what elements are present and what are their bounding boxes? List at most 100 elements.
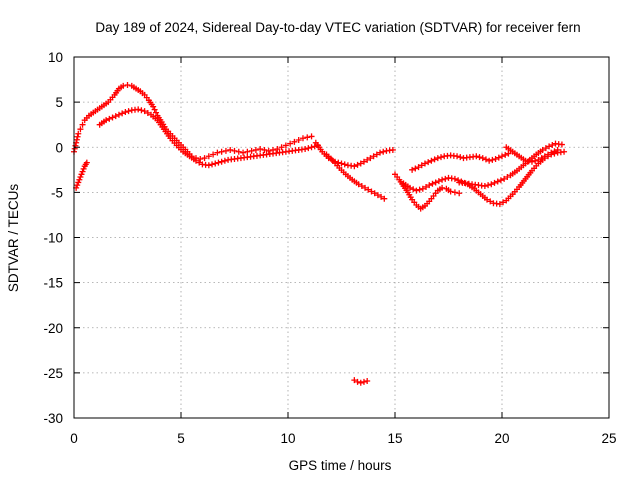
data-point — [497, 177, 504, 184]
data-point — [302, 146, 309, 153]
data-point — [357, 160, 364, 167]
data-point — [120, 82, 127, 89]
data-point — [418, 162, 425, 169]
data-point — [197, 155, 204, 162]
x-tick-label: 10 — [280, 431, 295, 446]
x-tick-label: 15 — [387, 431, 402, 446]
data-point — [488, 181, 495, 188]
data-point — [79, 121, 86, 128]
data-point — [374, 192, 381, 199]
data-point — [209, 161, 216, 168]
data-point — [308, 133, 315, 140]
data-point — [282, 142, 289, 149]
x-tick-label: 0 — [70, 431, 78, 446]
data-point — [535, 156, 542, 163]
data-point — [412, 165, 419, 172]
data-point — [240, 149, 247, 156]
data-point — [499, 153, 505, 160]
series-track-e — [323, 151, 388, 202]
data-point — [485, 182, 492, 189]
data-point — [218, 158, 225, 165]
data-point — [76, 176, 83, 183]
data-point — [210, 151, 217, 158]
data-point — [212, 160, 219, 167]
data-point — [434, 155, 441, 162]
data-point — [545, 151, 552, 158]
data-point — [357, 379, 364, 386]
y-tick-label: -5 — [51, 185, 63, 200]
data-point — [432, 179, 439, 186]
data-point — [122, 109, 129, 116]
data-point — [222, 147, 229, 154]
data-point — [72, 142, 79, 149]
data-point — [141, 108, 148, 115]
data-point — [248, 147, 255, 154]
data-point — [456, 190, 463, 197]
data-point — [415, 164, 422, 171]
data-point — [496, 201, 503, 208]
data-point — [367, 155, 374, 162]
data-point — [541, 153, 548, 160]
data-point — [438, 154, 445, 161]
data-point — [486, 157, 493, 164]
data-point — [308, 144, 315, 151]
data-point — [551, 148, 558, 155]
data-point — [457, 154, 464, 161]
data-point — [295, 137, 302, 144]
data-point — [451, 175, 458, 182]
data-point — [144, 109, 151, 116]
grid-lines — [74, 57, 609, 418]
y-tick-labels: 10 5 0 -5 -10 -15 -20 -25 -30 — [43, 50, 63, 426]
data-point — [78, 171, 85, 178]
data-point — [561, 148, 568, 155]
data-point — [549, 141, 556, 148]
data-point — [291, 138, 298, 145]
data-point — [487, 198, 494, 205]
data-point — [538, 155, 545, 162]
data-point — [305, 145, 312, 152]
data-point — [215, 159, 222, 166]
data-point — [205, 162, 212, 169]
series-track-j — [503, 144, 561, 165]
data-point — [287, 140, 294, 147]
data-point — [368, 188, 375, 195]
data-point — [409, 166, 416, 173]
data-point — [192, 157, 199, 164]
data-point — [227, 146, 234, 153]
data-point — [77, 126, 84, 133]
data-point — [106, 115, 113, 122]
data-point — [425, 159, 432, 166]
series-track-b — [96, 106, 321, 169]
data-point — [546, 143, 553, 150]
data-point — [77, 174, 84, 181]
data-point — [244, 148, 251, 155]
data-point — [328, 156, 335, 163]
data-point — [360, 158, 367, 165]
data-point — [360, 378, 367, 385]
y-axis-label: SDTVAR / TECUs — [6, 184, 21, 293]
x-axis-label: GPS time / hours — [289, 458, 392, 473]
data-point — [71, 145, 78, 152]
data-point — [103, 117, 110, 124]
data-point — [261, 146, 268, 153]
data-point — [381, 195, 388, 202]
data-point — [83, 159, 90, 166]
data-point — [75, 179, 82, 186]
data-point — [476, 154, 483, 161]
data-point — [196, 159, 203, 166]
data-point — [235, 148, 242, 155]
data-point — [413, 187, 420, 194]
data-point — [205, 153, 212, 160]
data-point — [274, 146, 281, 153]
data-point — [265, 147, 272, 154]
data-point — [473, 153, 480, 160]
data-point — [481, 183, 488, 190]
data-point — [479, 155, 486, 162]
data-point — [442, 175, 449, 182]
data-point — [554, 146, 561, 153]
data-point — [548, 149, 555, 156]
data-point — [231, 147, 238, 154]
data-point — [428, 157, 435, 164]
data-point — [501, 175, 508, 182]
data-point — [528, 158, 535, 165]
